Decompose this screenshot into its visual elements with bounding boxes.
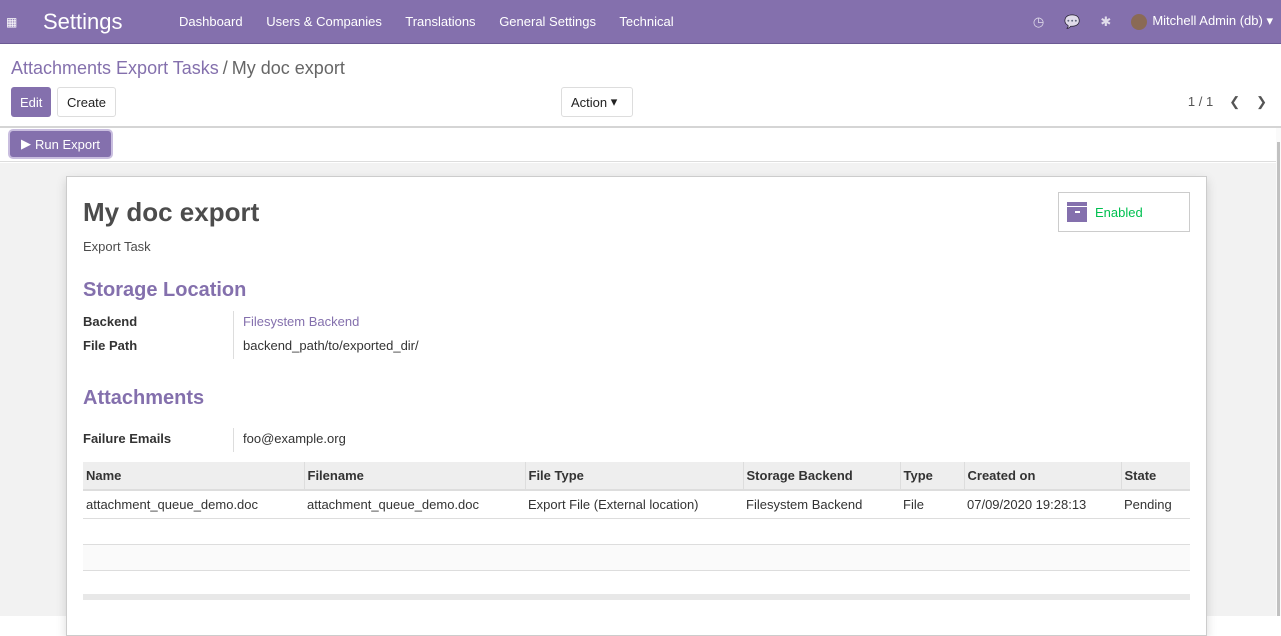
- file-path-value: backend_path/to/exported_dir/: [233, 335, 419, 359]
- file-path-label: File Path: [83, 338, 138, 353]
- record-subtitle: Export Task: [83, 239, 151, 254]
- cell-file-type: Export File (External location): [525, 490, 743, 519]
- action-label: Action: [571, 94, 608, 110]
- cell-type: File: [900, 490, 964, 519]
- menu-translations[interactable]: Translations: [405, 14, 476, 29]
- breadcrumb: Attachments Export Tasks / My doc export: [11, 58, 345, 79]
- attachments-table: Name Filename File Type Storage Backend …: [83, 462, 1190, 597]
- active-toggle-button[interactable]: Enabled: [1058, 192, 1190, 232]
- pager-next-icon[interactable]: ❯: [1256, 94, 1267, 109]
- user-menu[interactable]: Mitchell Admin (db) ▾: [1131, 13, 1273, 30]
- menu-dashboard[interactable]: Dashboard: [179, 14, 243, 29]
- apps-menu-icon[interactable]: ▦: [6, 14, 18, 29]
- menu-technical[interactable]: Technical: [619, 14, 674, 29]
- breadcrumb-current: My doc export: [231, 58, 345, 78]
- avatar: [1131, 13, 1148, 30]
- failure-emails-label: Failure Emails: [83, 431, 172, 446]
- cell-state: Pending: [1121, 490, 1190, 519]
- pager: 1 / 1 ❮ ❯: [1188, 94, 1267, 110]
- user-name: Mitchell Admin (db): [1152, 13, 1263, 29]
- edit-button[interactable]: Edit: [11, 87, 52, 117]
- cell-name: attachment_queue_demo.doc: [83, 490, 304, 519]
- cell-storage-backend: Filesystem Backend: [743, 490, 900, 519]
- run-export-label: Run Export: [35, 136, 101, 152]
- menu-general-settings[interactable]: General Settings: [499, 14, 597, 29]
- empty-row: [83, 570, 1190, 597]
- table-footer: [83, 594, 1190, 600]
- col-filename[interactable]: Filename: [304, 462, 526, 491]
- col-type[interactable]: Type: [900, 462, 965, 491]
- record-title: My doc export: [83, 197, 260, 227]
- archive-icon: [1066, 202, 1088, 222]
- breadcrumb-separator: /: [222, 58, 228, 78]
- col-file-type[interactable]: File Type: [525, 462, 744, 491]
- breadcrumb-parent[interactable]: Attachments Export Tasks: [11, 58, 219, 78]
- top-navbar: ▦ Settings Dashboard Users & Companies T…: [0, 0, 1281, 44]
- chat-icon[interactable]: 💬: [1064, 13, 1081, 29]
- statusbar: ▶ Run Export: [0, 128, 1281, 162]
- create-button[interactable]: Create: [57, 87, 117, 117]
- failure-emails-value: foo@example.org: [233, 428, 346, 452]
- empty-row: [83, 544, 1190, 571]
- pager-value[interactable]: 1 / 1: [1187, 94, 1214, 109]
- storage-location-heading: Storage Location: [83, 279, 247, 301]
- action-dropdown[interactable]: Action ▾: [561, 87, 633, 117]
- backend-link[interactable]: Filesystem Backend: [233, 311, 359, 335]
- control-panel: Attachments Export Tasks / My doc export E…: [0, 44, 1281, 128]
- run-export-button[interactable]: ▶ Run Export: [10, 131, 112, 157]
- col-storage-backend[interactable]: Storage Backend: [743, 462, 901, 491]
- empty-row: [83, 518, 1190, 545]
- menu-users-companies[interactable]: Users & Companies: [266, 14, 382, 29]
- col-name[interactable]: Name: [83, 462, 305, 491]
- form-sheet: My doc export Export Task Enabled Storag…: [66, 176, 1207, 636]
- cell-created-on: 07/09/2020 19:28:13: [964, 490, 1121, 519]
- attachments-heading: Attachments: [83, 387, 205, 409]
- app-title: Settings: [43, 8, 123, 34]
- table-row[interactable]: attachment_queue_demo.doc attachment_que…: [83, 490, 1190, 519]
- cell-filename: attachment_queue_demo.doc: [304, 490, 525, 519]
- active-status: Enabled: [1095, 204, 1143, 220]
- scrollbar[interactable]: [1276, 128, 1281, 616]
- clock-icon[interactable]: ◷: [1032, 13, 1045, 29]
- backend-label: Backend: [83, 314, 138, 329]
- bug-icon[interactable]: ✱: [1100, 13, 1112, 29]
- pager-previous-icon[interactable]: ❮: [1229, 94, 1241, 109]
- col-state[interactable]: State: [1121, 462, 1190, 491]
- col-created-on[interactable]: Created on: [964, 462, 1122, 491]
- play-circle-icon: ▶: [21, 136, 31, 151]
